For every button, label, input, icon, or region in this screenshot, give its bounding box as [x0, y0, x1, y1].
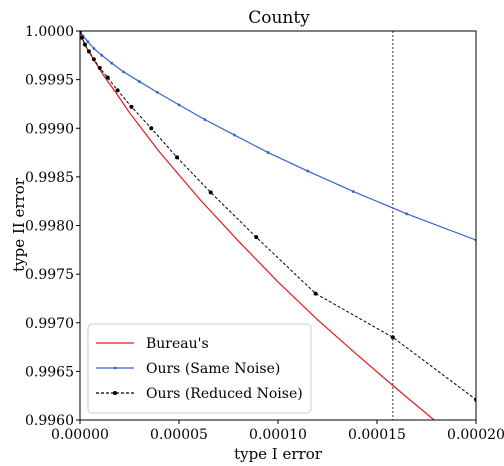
series-point-1	[110, 61, 114, 65]
series-point-2	[175, 155, 180, 160]
series-point-2	[129, 104, 134, 109]
y-tick-label: 1.0000	[25, 24, 74, 40]
series-point-1	[100, 53, 104, 57]
series-point-1	[351, 190, 355, 193]
series-point-2	[86, 49, 91, 54]
series-line-1	[80, 31, 476, 241]
y-axis: 0.9960 0.9965 0.9970 0.9975 0.9980 0.9985 0.99…	[25, 24, 80, 429]
y-tick-label: 0.9985	[25, 170, 74, 186]
series-point-2	[82, 42, 87, 47]
series-point-1	[86, 40, 90, 44]
y-tick-label: 0.9965	[25, 364, 74, 380]
series-point-1	[266, 151, 270, 154]
series-point-1	[177, 103, 181, 107]
series-point-1	[203, 118, 207, 121]
x-tick-label: 0.00020	[447, 427, 504, 443]
series-layer	[80, 31, 476, 420]
legend-label: Ours (Same Noise)	[146, 361, 280, 377]
y-tick-label: 0.9980	[25, 219, 74, 235]
series-point-2	[115, 88, 120, 93]
series-line-2	[80, 31, 476, 400]
legend: Bureau's Ours (Same Noise) Ours (Reduced N…	[87, 323, 312, 414]
y-tick-label: 0.9975	[25, 267, 74, 283]
y-axis-title: type II error	[10, 177, 28, 272]
y-tick-label: 0.9995	[25, 73, 74, 89]
x-tick-label: 0.00015	[348, 427, 406, 443]
series-point-1	[155, 90, 159, 94]
legend-marker	[113, 366, 117, 370]
series-point-1	[405, 212, 409, 216]
series-point-2	[97, 65, 102, 70]
series-point-2	[390, 335, 395, 340]
y-tick-label: 0.9970	[25, 316, 74, 332]
series-point-2	[254, 235, 259, 240]
x-tick-label: 0.00010	[249, 427, 307, 443]
series-point-2	[80, 35, 84, 40]
x-tick-label: 0.00000	[51, 427, 109, 443]
series-point-1	[122, 70, 125, 74]
x-axis: 0.00000 0.00005 0.00010 0.00015 0.00020	[51, 420, 504, 443]
series-point-2	[313, 291, 318, 296]
legend-marker	[113, 391, 117, 395]
series-point-1	[92, 47, 96, 50]
series-point-1	[306, 169, 310, 173]
series-point-2	[149, 126, 154, 131]
series-point-1	[138, 80, 141, 83]
chart-title: County	[248, 8, 310, 28]
legend-box	[87, 323, 312, 414]
legend-label: Ours (Reduced Noise)	[146, 386, 303, 402]
x-tick-label: 0.00005	[150, 427, 208, 443]
y-tick-label: 0.9990	[25, 121, 74, 137]
series-point-2	[91, 57, 96, 62]
series-point-2	[208, 190, 213, 195]
series-point-2	[105, 75, 110, 80]
x-axis-title: type I error	[234, 445, 323, 463]
y-tick-label: 0.9960	[25, 413, 74, 429]
series-point-1	[233, 133, 236, 137]
legend-label: Bureau's	[146, 336, 209, 352]
